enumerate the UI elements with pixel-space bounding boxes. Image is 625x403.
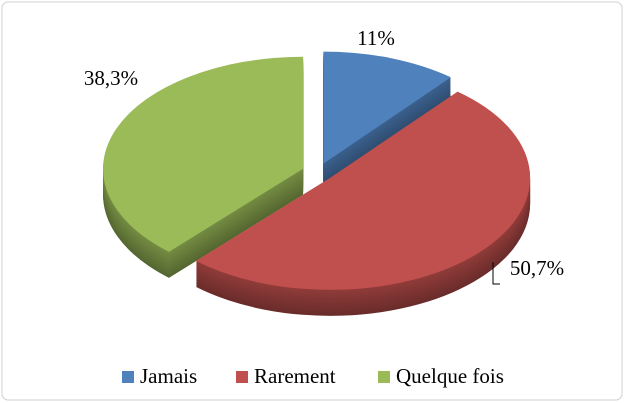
legend-swatch bbox=[122, 371, 134, 383]
slice bbox=[323, 51, 451, 164]
leader-line bbox=[492, 262, 500, 285]
legend: Jamais Rarement Quelque fois bbox=[122, 364, 504, 388]
pie bbox=[103, 51, 531, 316]
slice bbox=[195, 91, 531, 290]
legend-swatch bbox=[236, 371, 248, 383]
legend-swatch bbox=[378, 371, 390, 383]
data-label: 11% bbox=[357, 26, 395, 50]
legend-label: Quelque fois bbox=[396, 364, 504, 388]
data-label: 50,7% bbox=[510, 256, 564, 280]
legend-label: Jamais bbox=[140, 364, 197, 388]
slice bbox=[103, 56, 304, 252]
data-label: 38,3% bbox=[84, 66, 138, 90]
legend-label: Rarement bbox=[254, 364, 336, 388]
